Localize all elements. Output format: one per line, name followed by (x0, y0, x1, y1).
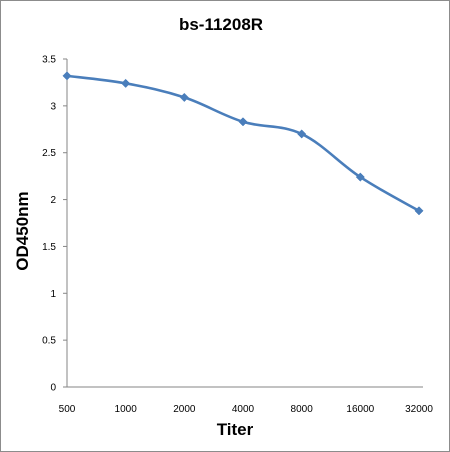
y-tick-label: 1.5 (42, 242, 56, 253)
data-point (238, 117, 248, 127)
y-tick-label: 0.5 (42, 336, 56, 347)
x-tick-label: 32000 (405, 404, 433, 415)
x-tick-label: 8000 (291, 404, 314, 415)
series-line (66, 74, 420, 212)
series-group (62, 71, 424, 216)
data-point (355, 172, 365, 182)
data-point (62, 71, 72, 81)
x-tick-label: 1000 (115, 404, 138, 415)
data-point (297, 129, 307, 139)
y-tick-label: 3.5 (42, 55, 56, 66)
y-ticks: 0 0.5 1 1.5 2 2.5 3 3.5 (42, 55, 67, 394)
data-point (179, 92, 189, 102)
x-tick-label: 500 (59, 404, 76, 415)
x-tick-label: 2000 (173, 404, 196, 415)
y-tick-label: 1 (50, 289, 56, 300)
x-ticks: 500 1000 2000 4000 8000 16000 32000 (59, 404, 434, 415)
x-axis-title: Titer (217, 420, 254, 439)
y-axis-title: OD450nm (13, 191, 32, 270)
y-tick-label: 2 (50, 195, 56, 206)
chart-title: bs-11208R (179, 15, 263, 34)
data-point (414, 206, 424, 216)
data-point (121, 78, 131, 88)
y-tick-label: 0 (50, 383, 56, 394)
y-tick-label: 3 (50, 101, 56, 112)
y-tick-label: 2.5 (42, 148, 56, 159)
x-tick-label: 16000 (346, 404, 374, 415)
x-tick-label: 4000 (232, 404, 255, 415)
